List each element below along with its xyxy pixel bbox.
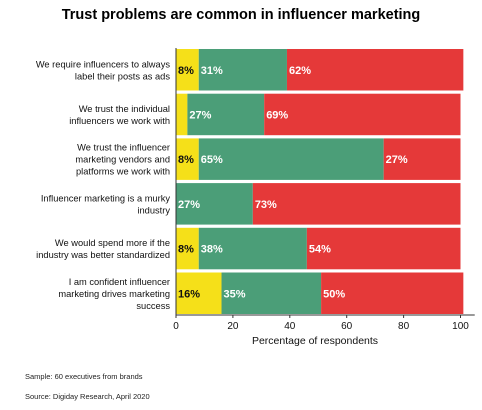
category-labels-layer: We require influencers to always label th… bbox=[36, 59, 171, 311]
x-tick-label: 80 bbox=[398, 321, 410, 332]
bar-segment bbox=[252, 183, 461, 225]
category-label: industry bbox=[137, 205, 170, 215]
x-tick-label: 60 bbox=[341, 321, 353, 332]
bar-segment bbox=[306, 227, 461, 270]
data-label: 8% bbox=[178, 154, 194, 166]
bar-segment bbox=[264, 93, 461, 136]
data-label: 31% bbox=[201, 65, 223, 77]
data-label: 38% bbox=[201, 244, 223, 256]
bar-segment bbox=[176, 183, 253, 225]
category-label: marketing drives marketing bbox=[58, 289, 170, 299]
data-label: 65% bbox=[201, 154, 223, 166]
sample-note: Sample: 60 executives from brands bbox=[25, 372, 143, 381]
x-axis: 0 20 40 60 80 100 bbox=[173, 48, 475, 332]
bar-segment bbox=[198, 49, 287, 91]
data-label: 73% bbox=[255, 199, 277, 211]
category-label: influencers we work with bbox=[69, 116, 170, 126]
data-label: 8% bbox=[178, 244, 194, 256]
category-label: We trust the individual bbox=[79, 104, 170, 114]
x-axis-label: Percentage of respondents bbox=[252, 335, 378, 347]
bar-segment bbox=[321, 272, 464, 314]
bar-segment bbox=[176, 93, 188, 136]
bar-segment bbox=[176, 227, 199, 270]
category-label: label their posts as ads bbox=[75, 71, 170, 81]
category-label: We trust the influencer bbox=[77, 143, 170, 153]
bar-segment bbox=[176, 138, 199, 180]
bar-segment bbox=[383, 138, 461, 180]
category-label: We require influencers to always bbox=[36, 59, 171, 69]
bar-segment bbox=[198, 138, 384, 180]
data-label: 62% bbox=[289, 65, 311, 77]
x-tick-label: 20 bbox=[227, 321, 239, 332]
data-label: 69% bbox=[266, 109, 288, 121]
category-label: platforms we work with bbox=[76, 167, 170, 177]
source-note: Source: Digiday Research, April 2020 bbox=[25, 392, 150, 401]
category-label: marketing vendors and bbox=[75, 155, 170, 165]
data-label: 27% bbox=[189, 109, 211, 121]
category-label: Influencer marketing is a murky bbox=[41, 193, 171, 203]
bar-segment bbox=[187, 93, 265, 136]
bar-segment bbox=[176, 49, 199, 91]
x-tick-label: 100 bbox=[452, 321, 469, 332]
chart-title: Trust problems are common in influencer … bbox=[61, 7, 421, 23]
bar-segment bbox=[221, 272, 322, 314]
bar-segment bbox=[286, 49, 464, 91]
category-label: I am confident influencer bbox=[69, 277, 170, 287]
data-label: 16% bbox=[178, 288, 200, 300]
bar-segment bbox=[176, 272, 222, 314]
data-label: 27% bbox=[178, 199, 200, 211]
bars-layer: 8% 31% 62% 27% 69% 8% 65% 27% 27% 73% 8% 38% 54% 16% 3… bbox=[176, 49, 464, 314]
data-label: 8% bbox=[178, 65, 194, 77]
category-label: success bbox=[136, 301, 170, 311]
category-label: We would spend more if the bbox=[55, 238, 170, 248]
data-label: 50% bbox=[323, 288, 345, 300]
data-label: 54% bbox=[309, 244, 331, 256]
bar-segment bbox=[198, 227, 307, 270]
x-tick-label: 0 bbox=[173, 321, 179, 332]
data-label: 35% bbox=[224, 288, 246, 300]
category-label: industry was better standardized bbox=[36, 250, 170, 260]
data-label: 27% bbox=[386, 154, 408, 166]
x-tick-label: 40 bbox=[284, 321, 296, 332]
